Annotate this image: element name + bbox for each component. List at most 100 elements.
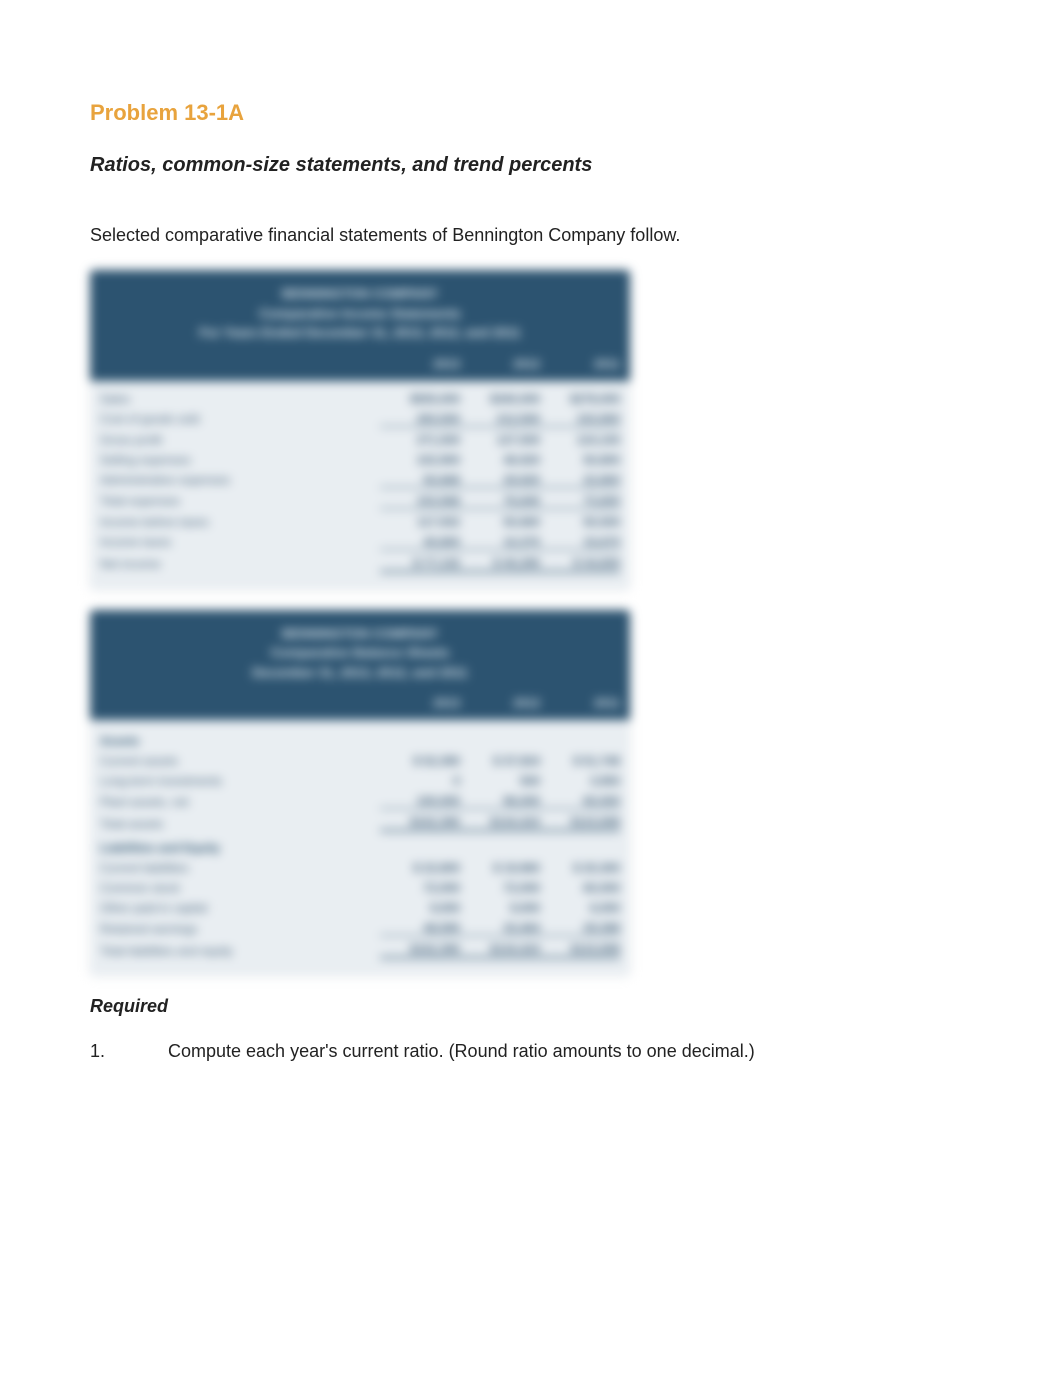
- required-item-number: 1.: [90, 1041, 168, 1062]
- row-label: Total expenses: [100, 494, 380, 508]
- row-value: 72,000: [460, 881, 540, 895]
- row-value: $ 22,800: [380, 861, 460, 875]
- table-row: Other paid-in capital9,0009,0006,000: [100, 898, 620, 918]
- row-label: Long-term investments: [100, 774, 380, 788]
- row-value: $555,000: [380, 392, 460, 406]
- table-row: Cost of goods sold283,500212,500153,900: [100, 409, 620, 430]
- income-header-line1: BENNINGTON COMPANY: [100, 284, 620, 304]
- row-value: 9,000: [460, 901, 540, 915]
- table-row: Net income$ 77,132$ 40,290$ 34,830: [100, 553, 620, 576]
- row-value: $ 34,830: [540, 556, 620, 573]
- row-value: $ 51,748: [540, 754, 620, 768]
- row-label: Current assets: [100, 754, 380, 768]
- row-value: 6,000: [540, 901, 620, 915]
- row-label: Other paid-in capital: [100, 901, 380, 915]
- row-value: 76,840: [460, 494, 540, 509]
- row-value: $152,390: [380, 942, 460, 959]
- row-label: Income taxes: [100, 535, 380, 549]
- income-body: Sales$555,000$340,000$278,000 Cost of goo…: [90, 381, 630, 590]
- row-label: Administrative expenses: [100, 473, 380, 487]
- row-value: 60,000: [540, 881, 620, 895]
- section-heading: Liabilities and Equity: [100, 835, 620, 858]
- row-label: Cost of goods sold: [100, 412, 380, 426]
- row-value: $ 40,290: [460, 556, 540, 573]
- row-value: 96,000: [460, 794, 540, 809]
- row-value: 33,464: [460, 921, 540, 936]
- row-value: 127,500: [460, 433, 540, 447]
- row-value: 73,600: [540, 494, 620, 509]
- row-label: Selling expenses: [100, 453, 380, 467]
- table-row: Income before taxes117,93250,66050,500: [100, 512, 620, 532]
- balance-col-2013: 2013: [380, 696, 460, 710]
- table-row: Gross profit271,500127,500124,100: [100, 430, 620, 450]
- balance-sheet-table: BENNINGTON COMPANY Comparative Balance S…: [90, 610, 630, 977]
- required-item-1: 1. Compute each year's current ratio. (R…: [90, 1041, 972, 1062]
- balance-header-line1: BENNINGTON COMPANY: [100, 624, 620, 644]
- table-row: Administrative expenses50,66829,92022,80…: [100, 470, 620, 491]
- row-value: 271,500: [380, 433, 460, 447]
- table-row: Plant assets, net100,00096,00060,000: [100, 791, 620, 812]
- table-row: Retained earnings48,59033,46429,398: [100, 918, 620, 939]
- row-value: $278,000: [540, 392, 620, 406]
- table-row: Current liabilities$ 22,800$ 19,960$ 20,…: [100, 858, 620, 878]
- row-value: 500: [460, 774, 540, 788]
- balance-header: BENNINGTON COMPANY Comparative Balance S…: [90, 610, 630, 691]
- row-label: Total liabilities and equity: [100, 944, 380, 958]
- row-value: 10,370: [460, 535, 540, 550]
- problem-title: Ratios, common-size statements, and tren…: [90, 154, 972, 177]
- income-col-2011: 2011: [540, 357, 620, 371]
- table-row: Total expenses153,56876,84073,600: [100, 491, 620, 512]
- balance-column-heads: 2013 2012 2011: [90, 690, 630, 720]
- row-label: Gross profit: [100, 433, 380, 447]
- row-value: 212,500: [460, 412, 540, 427]
- table-row: Common stock72,00072,00060,000: [100, 878, 620, 898]
- balance-col-2011: 2011: [540, 696, 620, 710]
- table-row: Income taxes40,80010,37015,670: [100, 532, 620, 553]
- table-row: Total assets$152,390$134,424$115,698: [100, 812, 620, 835]
- row-value: 117,932: [380, 515, 460, 529]
- row-value: 3,950: [540, 774, 620, 788]
- row-value: 72,000: [380, 881, 460, 895]
- table-row: Long-term investments05003,950: [100, 771, 620, 791]
- required-label: Required: [90, 996, 972, 1017]
- row-label: Common stock: [100, 881, 380, 895]
- row-value: 102,900: [380, 453, 460, 467]
- row-value: 50,660: [460, 515, 540, 529]
- row-value: $152,390: [380, 815, 460, 832]
- row-value: 15,670: [540, 535, 620, 550]
- row-value: $115,698: [540, 815, 620, 832]
- row-label: Plant assets, net: [100, 795, 380, 809]
- row-value: $ 37,924: [460, 754, 540, 768]
- row-value: 50,500: [540, 515, 620, 529]
- table-row: Selling expenses102,90046,92050,800: [100, 450, 620, 470]
- problem-number: Problem 13-1A: [90, 100, 972, 126]
- row-value: 40,800: [380, 535, 460, 550]
- income-statement-table: BENNINGTON COMPANY Comparative Income St…: [90, 270, 630, 590]
- income-header-line3: For Years Ended December 31, 2013, 2012,…: [100, 323, 620, 343]
- row-value: 124,100: [540, 433, 620, 447]
- row-label: Net income: [100, 557, 380, 571]
- table-row: Total liabilities and equity$152,390$134…: [100, 939, 620, 962]
- row-label: Sales: [100, 392, 380, 406]
- balance-header-line3: December 31, 2013, 2012, and 2011: [100, 663, 620, 683]
- row-value: $340,000: [460, 392, 540, 406]
- intro-text: Selected comparative financial statement…: [90, 225, 972, 246]
- row-value: $ 52,390: [380, 754, 460, 768]
- row-value: $134,424: [460, 815, 540, 832]
- row-label: Income before taxes: [100, 515, 380, 529]
- row-value: 46,920: [460, 453, 540, 467]
- row-value: 9,000: [380, 901, 460, 915]
- row-value: 22,800: [540, 473, 620, 488]
- income-col-2012: 2012: [460, 357, 540, 371]
- row-value: $115,698: [540, 942, 620, 959]
- row-value: 50,668: [380, 473, 460, 488]
- row-value: 29,920: [460, 473, 540, 488]
- row-value: $ 19,960: [460, 861, 540, 875]
- income-column-heads: 2013 2012 2011: [90, 351, 630, 381]
- income-header-line2: Comparative Income Statements: [100, 304, 620, 324]
- row-value: 48,590: [380, 921, 460, 936]
- row-value: 29,398: [540, 921, 620, 936]
- required-item-text: Compute each year's current ratio. (Roun…: [168, 1041, 972, 1062]
- row-value: 60,000: [540, 794, 620, 809]
- row-value: $134,424: [460, 942, 540, 959]
